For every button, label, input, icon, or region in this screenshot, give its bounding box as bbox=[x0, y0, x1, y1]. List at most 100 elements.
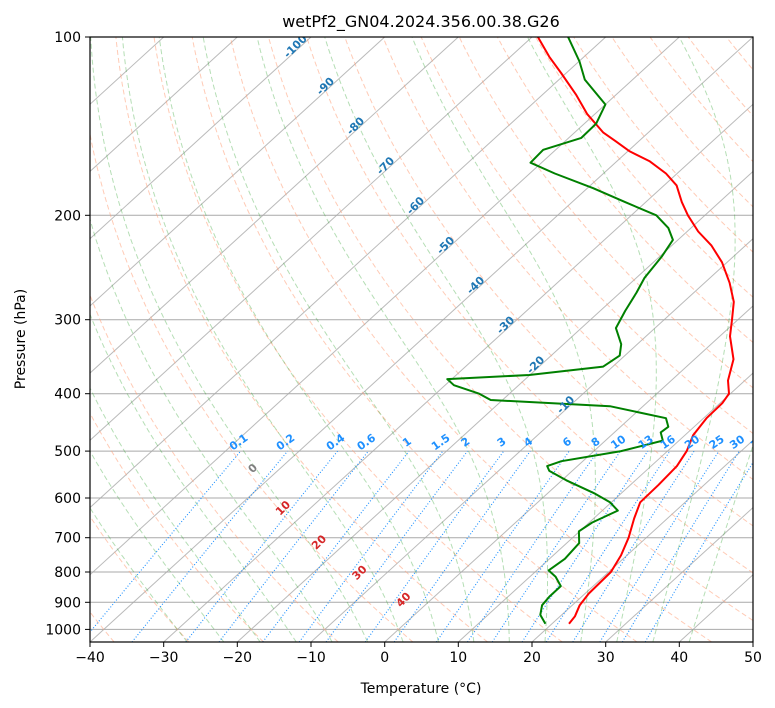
mixing-ratio-line bbox=[545, 450, 671, 642]
isotherm-label: -10 bbox=[554, 393, 577, 416]
mixing-ratio-line bbox=[521, 450, 649, 642]
dry-adiabat bbox=[344, 37, 753, 527]
isotherm-line bbox=[90, 37, 680, 576]
plot-frame bbox=[89, 36, 754, 643]
temperature-profile bbox=[537, 37, 735, 625]
moist-adiabat bbox=[652, 37, 736, 642]
isotherm-label: -50 bbox=[434, 234, 457, 257]
mixing-ratio-line bbox=[262, 450, 410, 642]
isotherm-line bbox=[605, 506, 753, 642]
dry-adiabat bbox=[153, 37, 563, 642]
x-tick-label: 40 bbox=[670, 650, 688, 666]
x-tick-label: −20 bbox=[223, 650, 253, 666]
moist-adiabat bbox=[202, 37, 475, 642]
isotherm-label: -70 bbox=[374, 154, 397, 177]
mixing-ratio-label: 0.1 bbox=[227, 431, 250, 453]
dewpoint-profile bbox=[446, 37, 674, 625]
y-tick-label: 1000 bbox=[45, 622, 81, 638]
isotherm-line bbox=[90, 37, 459, 374]
isotherm-line bbox=[531, 439, 753, 642]
mixing-ratio-line bbox=[90, 450, 242, 633]
mixing-ratio-line bbox=[467, 450, 599, 642]
mixing-ratio-line bbox=[185, 450, 339, 642]
y-tick-label: 500 bbox=[54, 444, 81, 460]
isotherm-label: -90 bbox=[314, 74, 337, 97]
isotherm-label: -30 bbox=[494, 313, 517, 336]
isotherm-line bbox=[90, 37, 312, 240]
isotherm-line bbox=[236, 170, 753, 642]
moist-adiabat bbox=[121, 37, 404, 642]
mixing-ratio-line bbox=[218, 450, 369, 642]
dry-adiabat bbox=[496, 37, 753, 344]
y-tick-label: 600 bbox=[54, 491, 81, 507]
mixing-ratio-label: 6 bbox=[560, 435, 574, 450]
moist-adiabat bbox=[688, 444, 753, 642]
moist-adiabat bbox=[90, 387, 261, 642]
mixing-ratio-label: 8 bbox=[589, 435, 603, 450]
y-axis-label: Pressure (hPa) bbox=[13, 289, 29, 389]
mixing-ratio-label: 25 bbox=[707, 433, 727, 452]
isotherm-line bbox=[90, 37, 386, 307]
isotherm-line bbox=[90, 37, 607, 509]
isotherm-label: -100 bbox=[281, 32, 310, 61]
mixing-ratio-label: 30 bbox=[727, 432, 747, 452]
mixing-ratio-label: 3 bbox=[495, 435, 509, 450]
mixing-ratio-line bbox=[644, 461, 753, 642]
dry-adiabat bbox=[229, 37, 712, 642]
moist-adiabat bbox=[90, 313, 297, 642]
x-tick-label: 50 bbox=[744, 650, 762, 666]
dry-adiabat bbox=[611, 37, 753, 208]
isotherm-line bbox=[752, 641, 753, 642]
mixing-ratio-label: 2 bbox=[459, 435, 473, 450]
mixing-ratio-label: 36 bbox=[748, 432, 768, 452]
x-tick-label: 10 bbox=[449, 650, 467, 666]
mixing-ratio-line bbox=[435, 450, 570, 642]
axes: −40 −30 −20 −10 0 10 20 30 40 5010020030040050060… bbox=[45, 30, 762, 666]
mixing-ratio-line bbox=[572, 450, 695, 642]
mixing-ratio-label: 0.4 bbox=[324, 431, 348, 453]
x-tick-label: 0 bbox=[380, 650, 389, 666]
isotherm-line bbox=[90, 37, 238, 173]
mixing-ratio-label: 1.5 bbox=[429, 431, 452, 453]
y-tick-label: 800 bbox=[54, 565, 81, 581]
dry-adiabat bbox=[90, 293, 339, 642]
isotherm-label: -80 bbox=[344, 114, 367, 137]
dry-adiabat bbox=[267, 37, 753, 622]
moist-adiabat bbox=[90, 37, 369, 642]
dry-adiabat bbox=[420, 37, 753, 435]
isotherm-line bbox=[90, 37, 753, 642]
moist-adiabat bbox=[90, 450, 225, 642]
dry-adiabat bbox=[115, 37, 488, 642]
moist-adiabat bbox=[90, 217, 333, 642]
adiabat-label: 10 bbox=[273, 498, 293, 518]
dry-adiabat bbox=[90, 515, 190, 642]
x-tick-label: 30 bbox=[597, 650, 615, 666]
dry-adiabat bbox=[458, 37, 753, 389]
moist-adiabat bbox=[256, 37, 510, 642]
dry-adiabat bbox=[725, 37, 753, 71]
profile-lines bbox=[446, 37, 735, 625]
dry-adiabat bbox=[573, 37, 753, 253]
moist-adiabat bbox=[411, 37, 596, 642]
x-tick-label: 20 bbox=[523, 650, 541, 666]
y-tick-label: 700 bbox=[54, 531, 81, 547]
isotherm-line bbox=[457, 372, 753, 642]
mixing-ratio-line bbox=[599, 450, 720, 642]
background-lines bbox=[90, 36, 775, 642]
dry-adiabat bbox=[764, 36, 775, 642]
adiabat-label: 40 bbox=[394, 590, 414, 610]
x-axis-label: Temperature (°C) bbox=[360, 681, 482, 697]
y-tick-label: 900 bbox=[54, 595, 81, 611]
line-labels: 0.1 0.2 0.4 0.6 1 1.5 2 3 4 6 8 10 13 16 20 25 30 36-100-… bbox=[227, 32, 768, 610]
mixing-ratio-line bbox=[491, 450, 621, 642]
mixing-ratio-line bbox=[131, 450, 289, 642]
mixing-ratio-line bbox=[364, 450, 505, 642]
adiabat-label: 20 bbox=[309, 532, 329, 552]
isotherm-line bbox=[163, 103, 753, 642]
chart-title: wetPf2_GN04.2024.356.00.38.G26 bbox=[282, 12, 560, 32]
x-tick-label: −10 bbox=[296, 650, 326, 666]
isotherm-line bbox=[384, 305, 753, 642]
plot-area: 0.1 0.2 0.4 0.6 1 1.5 2 3 4 6 8 10 13 16 20 25 30 36-100-… bbox=[90, 32, 775, 642]
isotherm-label: -40 bbox=[464, 274, 487, 297]
